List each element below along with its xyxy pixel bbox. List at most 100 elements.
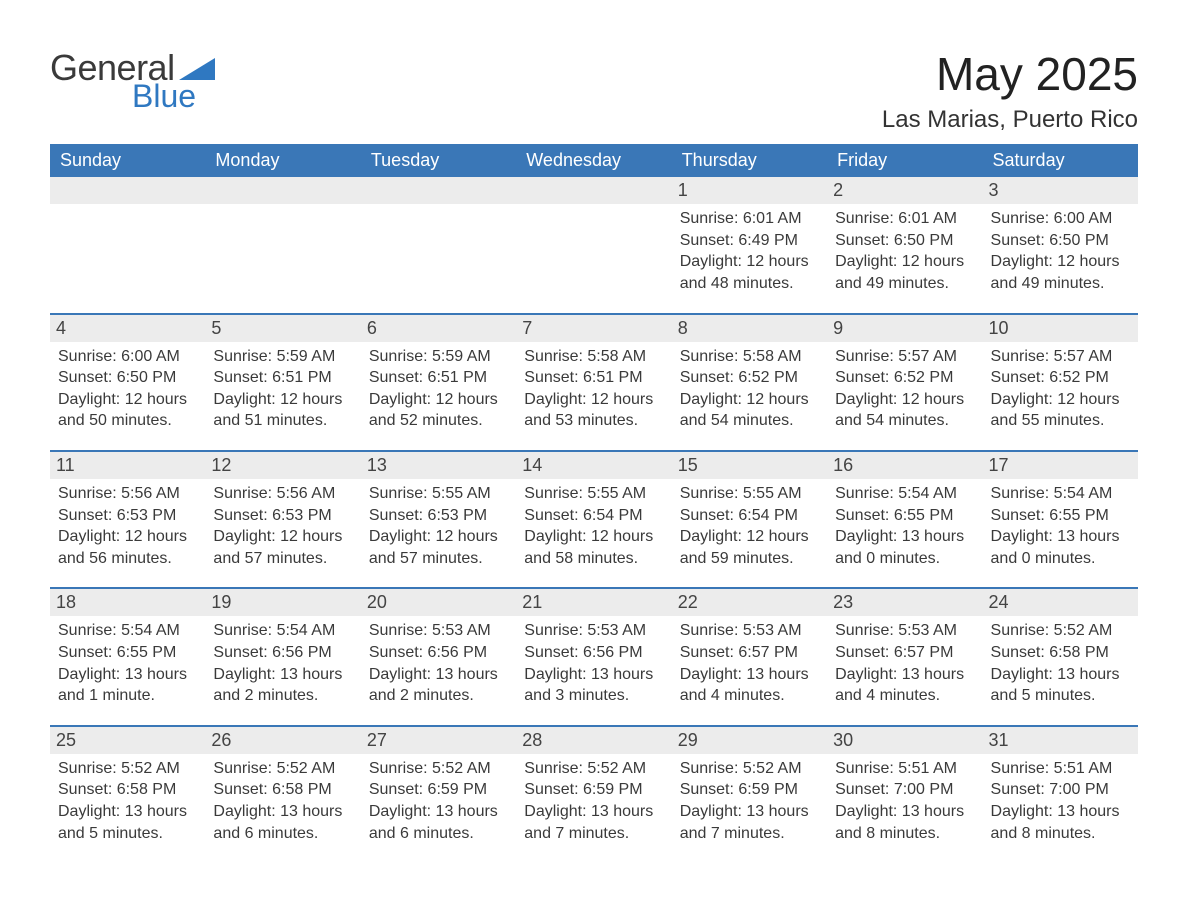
calendar-cell: 2Sunrise: 6:01 AMSunset: 6:50 PMDaylight… xyxy=(827,177,982,312)
sunset-text: Sunset: 6:51 PM xyxy=(213,367,352,389)
sunset-text: Sunset: 6:50 PM xyxy=(58,367,197,389)
sunset-text: Sunset: 6:50 PM xyxy=(835,230,974,252)
sunset-text: Sunset: 6:52 PM xyxy=(835,367,974,389)
weekday-header: Friday xyxy=(827,144,982,177)
sunset-text: Sunset: 6:53 PM xyxy=(58,505,197,527)
day-details: Sunrise: 5:56 AMSunset: 6:53 PMDaylight:… xyxy=(58,483,197,569)
sunset-text: Sunset: 6:54 PM xyxy=(680,505,819,527)
daylight-text: Daylight: 13 hours and 4 minutes. xyxy=(680,664,819,707)
day-details: Sunrise: 5:51 AMSunset: 7:00 PMDaylight:… xyxy=(835,758,974,844)
weekday-header: Thursday xyxy=(672,144,827,177)
calendar-cell: 26Sunrise: 5:52 AMSunset: 6:58 PMDayligh… xyxy=(205,725,360,862)
daylight-text: Daylight: 12 hours and 57 minutes. xyxy=(369,526,508,569)
day-number: 20 xyxy=(361,587,516,616)
sunset-text: Sunset: 6:51 PM xyxy=(524,367,663,389)
day-number: 14 xyxy=(516,450,671,479)
sunrise-text: Sunrise: 5:52 AM xyxy=(213,758,352,780)
day-number: 9 xyxy=(827,313,982,342)
sunset-text: Sunset: 6:52 PM xyxy=(680,367,819,389)
day-number: 27 xyxy=(361,725,516,754)
daylight-text: Daylight: 13 hours and 2 minutes. xyxy=(369,664,508,707)
day-number: 4 xyxy=(50,313,205,342)
sunrise-text: Sunrise: 5:51 AM xyxy=(991,758,1130,780)
calendar-cell: 10Sunrise: 5:57 AMSunset: 6:52 PMDayligh… xyxy=(983,313,1138,450)
calendar-cell: 4Sunrise: 6:00 AMSunset: 6:50 PMDaylight… xyxy=(50,313,205,450)
sunrise-text: Sunrise: 5:55 AM xyxy=(524,483,663,505)
calendar-week-row: 1Sunrise: 6:01 AMSunset: 6:49 PMDaylight… xyxy=(50,177,1138,312)
daylight-text: Daylight: 13 hours and 7 minutes. xyxy=(680,801,819,844)
day-details: Sunrise: 5:52 AMSunset: 6:59 PMDaylight:… xyxy=(680,758,819,844)
day-details: Sunrise: 5:58 AMSunset: 6:52 PMDaylight:… xyxy=(680,346,819,432)
sunset-text: Sunset: 6:58 PM xyxy=(991,642,1130,664)
day-number: 7 xyxy=(516,313,671,342)
daylight-text: Daylight: 12 hours and 50 minutes. xyxy=(58,389,197,432)
calendar-cell xyxy=(516,177,671,312)
header: General Blue May 2025 Las Marias, Puerto… xyxy=(50,50,1138,134)
weekday-header: Tuesday xyxy=(361,144,516,177)
sunrise-text: Sunrise: 5:52 AM xyxy=(58,758,197,780)
sunrise-text: Sunrise: 5:54 AM xyxy=(835,483,974,505)
calendar-cell: 1Sunrise: 6:01 AMSunset: 6:49 PMDaylight… xyxy=(672,177,827,312)
day-number: 30 xyxy=(827,725,982,754)
daylight-text: Daylight: 12 hours and 51 minutes. xyxy=(213,389,352,432)
daylight-text: Daylight: 13 hours and 1 minute. xyxy=(58,664,197,707)
day-number: 6 xyxy=(361,313,516,342)
sunrise-text: Sunrise: 5:59 AM xyxy=(213,346,352,368)
daylight-text: Daylight: 13 hours and 5 minutes. xyxy=(991,664,1130,707)
sunset-text: Sunset: 7:00 PM xyxy=(835,779,974,801)
daylight-text: Daylight: 13 hours and 0 minutes. xyxy=(991,526,1130,569)
daylight-text: Daylight: 13 hours and 8 minutes. xyxy=(991,801,1130,844)
sunset-text: Sunset: 6:56 PM xyxy=(369,642,508,664)
calendar-cell: 8 Sunrise: 5:58 AMSunset: 6:52 PMDaylight… xyxy=(672,313,827,450)
sunset-text: Sunset: 6:58 PM xyxy=(58,779,197,801)
sunrise-text: Sunrise: 5:56 AM xyxy=(58,483,197,505)
calendar-cell: 17Sunrise: 5:54 AMSunset: 6:55 PMDayligh… xyxy=(983,450,1138,587)
sunrise-text: Sunrise: 5:56 AM xyxy=(213,483,352,505)
calendar-cell: 30 Sunrise: 5:51 AMSunset: 7:00 PMDayligh… xyxy=(827,725,982,862)
day-number: 26 xyxy=(205,725,360,754)
sunrise-text: Sunrise: 5:53 AM xyxy=(369,620,508,642)
day-header-empty xyxy=(516,177,671,204)
sunset-text: Sunset: 6:59 PM xyxy=(680,779,819,801)
day-details: Sunrise: 5:52 AMSunset: 6:59 PMDaylight:… xyxy=(524,758,663,844)
sunset-text: Sunset: 6:59 PM xyxy=(524,779,663,801)
daylight-text: Daylight: 12 hours and 56 minutes. xyxy=(58,526,197,569)
sunrise-text: Sunrise: 5:52 AM xyxy=(369,758,508,780)
calendar-week-row: 18Sunrise: 5:54 AMSunset: 6:55 PMDayligh… xyxy=(50,587,1138,724)
day-number: 25 xyxy=(50,725,205,754)
day-number: 3 xyxy=(983,177,1138,204)
calendar-week-row: 25Sunrise: 5:52 AMSunset: 6:58 PMDayligh… xyxy=(50,725,1138,862)
day-details: Sunrise: 5:52 AMSunset: 6:58 PMDaylight:… xyxy=(58,758,197,844)
brand-logo: General Blue xyxy=(50,50,215,112)
daylight-text: Daylight: 13 hours and 0 minutes. xyxy=(835,526,974,569)
day-details: Sunrise: 5:54 AMSunset: 6:55 PMDaylight:… xyxy=(835,483,974,569)
daylight-text: Daylight: 13 hours and 2 minutes. xyxy=(213,664,352,707)
sunrise-text: Sunrise: 5:51 AM xyxy=(835,758,974,780)
day-number: 11 xyxy=(50,450,205,479)
day-details: Sunrise: 5:53 AMSunset: 6:56 PMDaylight:… xyxy=(524,620,663,706)
sunrise-text: Sunrise: 5:57 AM xyxy=(991,346,1130,368)
day-details: Sunrise: 5:59 AMSunset: 6:51 PMDaylight:… xyxy=(213,346,352,432)
day-number: 21 xyxy=(516,587,671,616)
sunrise-text: Sunrise: 6:01 AM xyxy=(680,208,819,230)
sunset-text: Sunset: 6:54 PM xyxy=(524,505,663,527)
sunrise-text: Sunrise: 5:54 AM xyxy=(991,483,1130,505)
calendar-cell: 6Sunrise: 5:59 AMSunset: 6:51 PMDaylight… xyxy=(361,313,516,450)
daylight-text: Daylight: 12 hours and 49 minutes. xyxy=(991,251,1130,294)
daylight-text: Daylight: 12 hours and 54 minutes. xyxy=(680,389,819,432)
calendar-cell: 25 Sunrise: 5:52 AMSunset: 6:58 PMDayligh… xyxy=(50,725,205,862)
calendar-cell xyxy=(361,177,516,312)
day-details: Sunrise: 5:52 AMSunset: 6:59 PMDaylight:… xyxy=(369,758,508,844)
day-number: 8 xyxy=(672,313,827,342)
day-details: Sunrise: 5:58 AMSunset: 6:51 PMDaylight:… xyxy=(524,346,663,432)
day-details: Sunrise: 5:56 AMSunset: 6:53 PMDaylight:… xyxy=(213,483,352,569)
daylight-text: Daylight: 13 hours and 8 minutes. xyxy=(835,801,974,844)
sunset-text: Sunset: 6:56 PM xyxy=(524,642,663,664)
calendar-body: 1Sunrise: 6:01 AMSunset: 6:49 PMDaylight… xyxy=(50,177,1138,862)
calendar-cell: 29Sunrise: 5:52 AMSunset: 6:59 PMDayligh… xyxy=(672,725,827,862)
day-number: 5 xyxy=(205,313,360,342)
sunset-text: Sunset: 6:51 PM xyxy=(369,367,508,389)
sunrise-text: Sunrise: 5:53 AM xyxy=(680,620,819,642)
sunrise-text: Sunrise: 5:55 AM xyxy=(680,483,819,505)
day-number: 22 xyxy=(672,587,827,616)
